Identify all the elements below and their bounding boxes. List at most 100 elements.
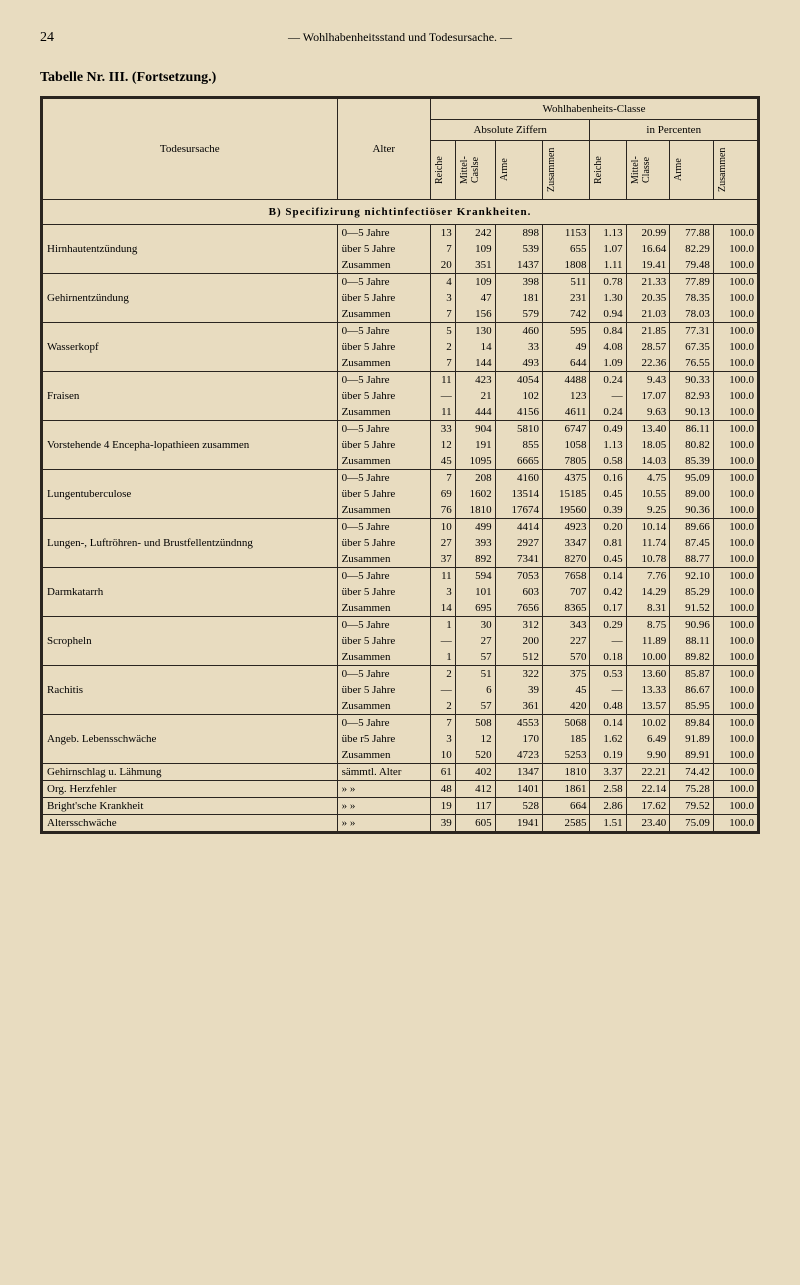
data-cell: 90.13: [670, 404, 714, 421]
data-cell: 11: [430, 568, 455, 585]
data-cell: 7.76: [626, 568, 670, 585]
data-cell: 570: [543, 649, 590, 666]
data-cell: 156: [455, 306, 495, 323]
data-cell: 0.24: [590, 372, 626, 389]
cause-cell: Bright'sche Krankheit: [42, 798, 338, 815]
data-cell: 17674: [495, 502, 542, 519]
data-cell: 7341: [495, 551, 542, 568]
cause-cell: Lungentuberculose: [42, 470, 338, 519]
col-percenten: in Percenten: [590, 120, 759, 141]
data-cell: 4: [430, 274, 455, 291]
data-cell: 191: [455, 437, 495, 453]
data-cell: 343: [543, 617, 590, 634]
alter-cell: über 5 Jahre: [337, 290, 430, 306]
data-cell: 1.30: [590, 290, 626, 306]
data-cell: 0.29: [590, 617, 626, 634]
data-cell: 8.31: [626, 600, 670, 617]
data-cell: 100.0: [713, 470, 758, 487]
data-cell: 13.33: [626, 682, 670, 698]
alter-cell: 0—5 Jahre: [337, 519, 430, 536]
data-cell: 100.0: [713, 715, 758, 732]
data-cell: 109: [455, 274, 495, 291]
data-cell: 4488: [543, 372, 590, 389]
data-cell: 100.0: [713, 519, 758, 536]
data-cell: 170: [495, 731, 542, 747]
cause-cell: Gehirnentzündung: [42, 274, 338, 323]
data-cell: 644: [543, 355, 590, 372]
col-absolute: Absolute Ziffern: [430, 120, 590, 141]
data-cell: 109: [455, 241, 495, 257]
data-cell: 89.66: [670, 519, 714, 536]
alter-cell: Zusammen: [337, 551, 430, 568]
data-cell: 123: [543, 388, 590, 404]
data-cell: 100.0: [713, 731, 758, 747]
data-cell: 594: [455, 568, 495, 585]
data-cell: 21.33: [626, 274, 670, 291]
alter-cell: 0—5 Jahre: [337, 666, 430, 683]
table-title: Tabelle Nr. III. (Fortsetzung.): [40, 70, 760, 86]
data-cell: 5810: [495, 421, 542, 438]
data-cell: 45: [543, 682, 590, 698]
data-cell: 77.88: [670, 225, 714, 242]
data-cell: 3: [430, 290, 455, 306]
alter-cell: über 5 Jahre: [337, 241, 430, 257]
data-cell: 1810: [455, 502, 495, 519]
data-cell: 39: [430, 815, 455, 833]
data-cell: 9.63: [626, 404, 670, 421]
data-cell: 10.00: [626, 649, 670, 666]
data-cell: 1.09: [590, 355, 626, 372]
col-zusammen1: Zusammen: [543, 141, 590, 200]
data-cell: 100.0: [713, 372, 758, 389]
cause-cell: Vorstehende 4 Encepha-lopathieen zusamme…: [42, 421, 338, 470]
data-cell: 0.39: [590, 502, 626, 519]
data-table: Todesursache Alter Wohlhabenheits-Classe…: [40, 96, 760, 834]
data-cell: 100.0: [713, 798, 758, 815]
data-cell: 10: [430, 519, 455, 536]
data-cell: 101: [455, 584, 495, 600]
data-cell: 4.08: [590, 339, 626, 355]
data-cell: 21.03: [626, 306, 670, 323]
data-cell: 100.0: [713, 666, 758, 683]
data-cell: —: [430, 682, 455, 698]
section-b-header: B) Specifizirung nichtinfectiöser Krankh…: [42, 200, 759, 225]
data-cell: 1437: [495, 257, 542, 274]
data-cell: 11.89: [626, 633, 670, 649]
data-cell: —: [590, 682, 626, 698]
data-cell: 82.29: [670, 241, 714, 257]
alter-cell: über 5 Jahre: [337, 437, 430, 453]
data-cell: 1808: [543, 257, 590, 274]
alter-cell: Zusammen: [337, 698, 430, 715]
data-cell: 17.62: [626, 798, 670, 815]
data-cell: 37: [430, 551, 455, 568]
data-cell: 89.82: [670, 649, 714, 666]
data-cell: 89.91: [670, 747, 714, 764]
page-header: — Wohlhabenheitsstand und Todesursache. …: [40, 30, 760, 45]
data-cell: 5253: [543, 747, 590, 764]
alter-cell: Zusammen: [337, 404, 430, 421]
alter-cell: über 5 Jahre: [337, 682, 430, 698]
cause-cell: Angeb. Lebensschwäche: [42, 715, 338, 764]
data-cell: 86.11: [670, 421, 714, 438]
data-cell: 33: [495, 339, 542, 355]
data-cell: 69: [430, 486, 455, 502]
data-cell: 7805: [543, 453, 590, 470]
alter-cell: über 5 Jahre: [337, 339, 430, 355]
data-cell: 3347: [543, 535, 590, 551]
cause-cell: Gehirnschlag u. Lähmung: [42, 764, 338, 781]
data-cell: 100.0: [713, 486, 758, 502]
data-cell: 13514: [495, 486, 542, 502]
data-cell: 4054: [495, 372, 542, 389]
data-cell: 100.0: [713, 502, 758, 519]
data-cell: 100.0: [713, 649, 758, 666]
data-cell: 57: [455, 698, 495, 715]
data-cell: 100.0: [713, 453, 758, 470]
data-cell: 39: [495, 682, 542, 698]
data-cell: 95.09: [670, 470, 714, 487]
data-cell: 412: [455, 781, 495, 798]
data-cell: 12: [455, 731, 495, 747]
data-cell: 1401: [495, 781, 542, 798]
data-cell: 14.03: [626, 453, 670, 470]
data-cell: 1810: [543, 764, 590, 781]
data-cell: 13.60: [626, 666, 670, 683]
data-cell: 528: [495, 798, 542, 815]
